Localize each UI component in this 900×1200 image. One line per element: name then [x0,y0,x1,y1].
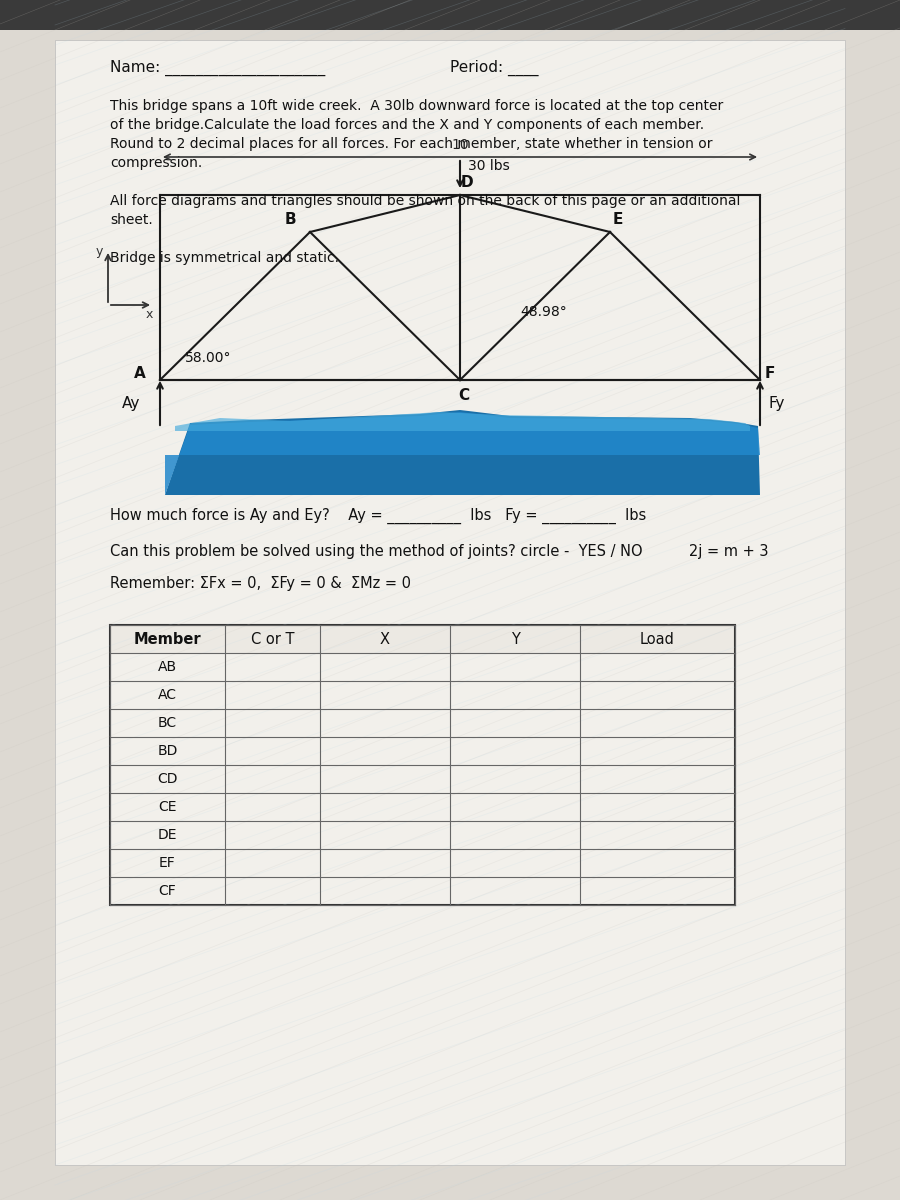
Text: How much force is Ay and Ey?    Ay = __________  lbs   Fy = __________  lbs: How much force is Ay and Ey? Ay = ______… [110,508,646,524]
Text: of the bridge.Calculate the load forces and the X and Y components of each membe: of the bridge.Calculate the load forces … [110,118,704,132]
Text: All force diagrams and triangles should be shown on the back of this page or an : All force diagrams and triangles should … [110,194,741,208]
Text: x: x [146,308,153,320]
Text: Remember: ΣFx = 0,  ΣFy = 0 &  ΣMz = 0: Remember: ΣFx = 0, ΣFy = 0 & ΣMz = 0 [110,576,411,590]
Text: compression.: compression. [110,156,202,170]
FancyBboxPatch shape [110,737,735,766]
Text: Period: ____: Period: ____ [450,60,538,77]
Text: 58.00°: 58.00° [185,350,231,365]
Text: 30 lbs: 30 lbs [468,160,509,174]
Text: 10: 10 [451,138,469,152]
Text: A: A [134,366,146,382]
Text: Round to 2 decimal places for all forces. For each member, state whether in tens: Round to 2 decimal places for all forces… [110,137,713,151]
Text: Can this problem be solved using the method of joints? circle -  YES / NO       : Can this problem be solved using the met… [110,544,769,559]
Text: F: F [765,366,775,382]
Text: C or T: C or T [251,631,294,647]
Text: DE: DE [158,828,177,842]
Text: AB: AB [158,660,177,674]
FancyBboxPatch shape [110,821,735,850]
Text: Name: _____________________: Name: _____________________ [110,60,325,77]
Text: Fy: Fy [768,396,785,410]
Text: 48.98°: 48.98° [520,305,567,319]
Text: BC: BC [158,716,177,730]
Text: CD: CD [158,772,178,786]
Polygon shape [165,412,760,494]
Polygon shape [165,410,760,494]
FancyBboxPatch shape [110,793,735,821]
Text: Bridge is symmetrical and static.: Bridge is symmetrical and static. [110,251,339,265]
Text: AC: AC [158,688,177,702]
FancyBboxPatch shape [110,653,735,680]
Polygon shape [175,412,750,431]
Text: Member: Member [134,631,202,647]
Text: sheet.: sheet. [110,214,153,227]
Text: D: D [461,175,473,190]
Text: CE: CE [158,800,176,814]
FancyBboxPatch shape [110,766,735,793]
Text: y: y [96,245,104,258]
Text: E: E [613,212,623,227]
Text: CF: CF [158,884,176,898]
Text: BD: BD [158,744,177,758]
Text: Ay: Ay [122,396,140,410]
Text: B: B [284,212,296,227]
FancyBboxPatch shape [110,680,735,709]
FancyBboxPatch shape [110,850,735,877]
Text: C: C [458,388,470,403]
Text: X: X [380,631,390,647]
FancyBboxPatch shape [110,877,735,905]
FancyBboxPatch shape [55,40,845,1165]
Text: EF: EF [159,856,176,870]
FancyBboxPatch shape [110,709,735,737]
FancyBboxPatch shape [110,625,735,653]
Text: Y: Y [510,631,519,647]
Text: Load: Load [640,631,675,647]
FancyBboxPatch shape [0,0,900,30]
Text: This bridge spans a 10ft wide creek.  A 30lb downward force is located at the to: This bridge spans a 10ft wide creek. A 3… [110,98,724,113]
